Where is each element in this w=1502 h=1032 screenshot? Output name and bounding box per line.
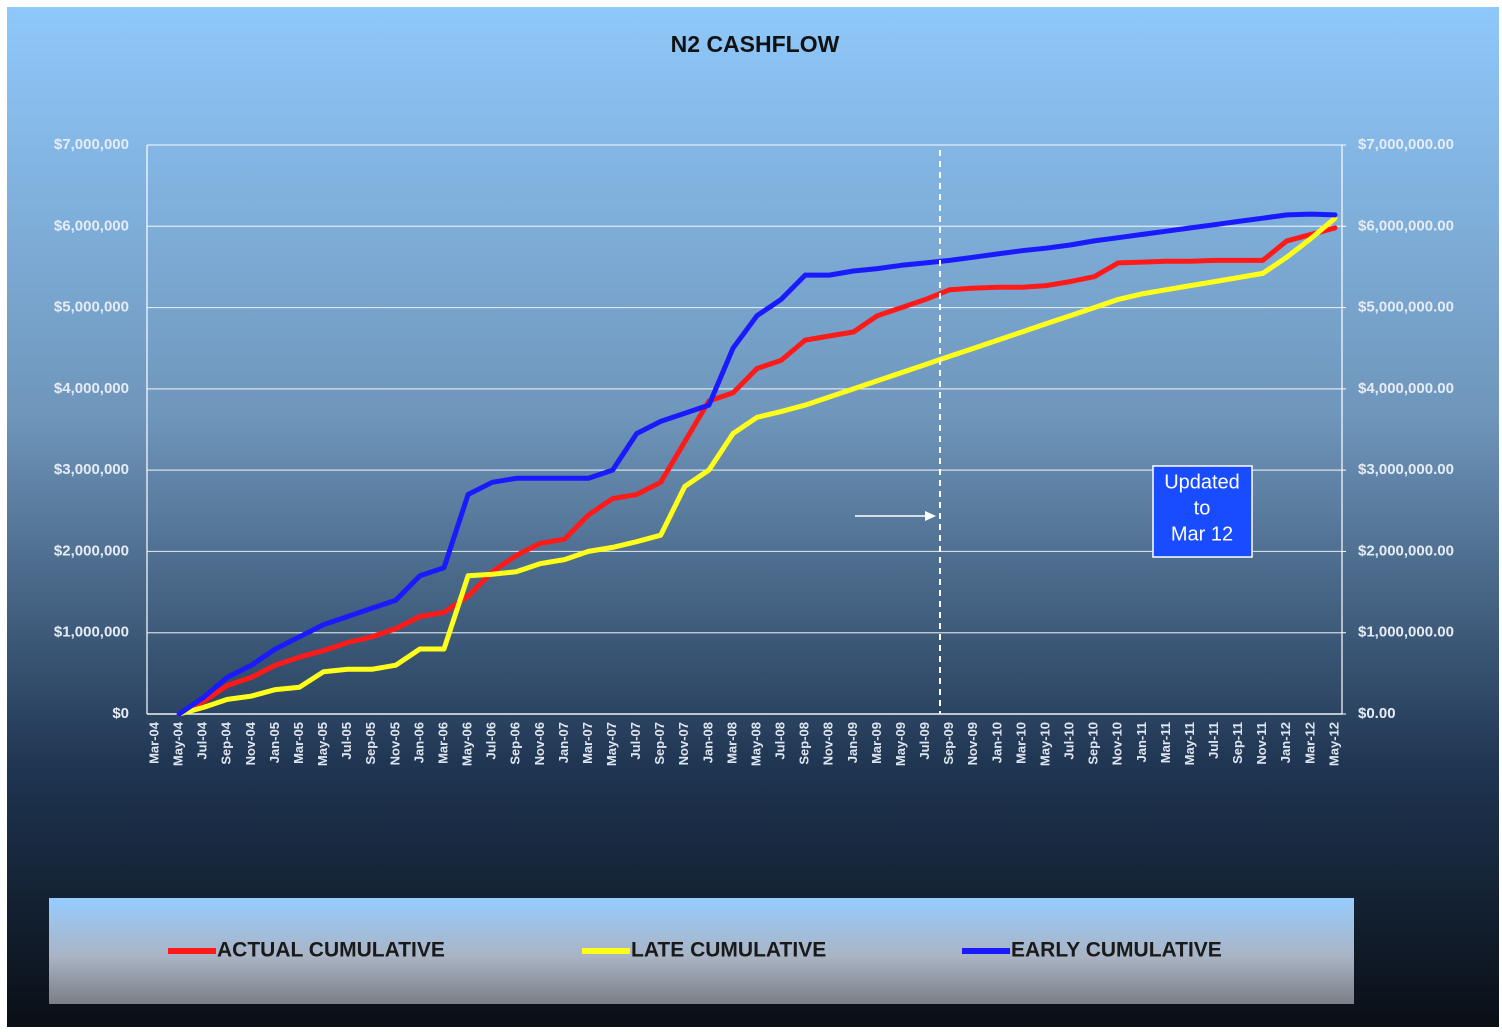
x-tick-label: Jan-06 bbox=[411, 722, 426, 763]
x-tick-label: Jan-05 bbox=[267, 722, 282, 763]
x-tick-label: May-08 bbox=[748, 722, 763, 766]
y-tick-label: $7,000,000 bbox=[54, 136, 129, 153]
x-tick-label: Nov-11 bbox=[1254, 722, 1269, 765]
x-tick-label: May-07 bbox=[604, 722, 619, 766]
x-tick-label: May-05 bbox=[315, 722, 330, 766]
legend-label: EARLY CUMULATIVE bbox=[1011, 939, 1222, 962]
x-tick-label: Jul-06 bbox=[484, 722, 499, 760]
background bbox=[7, 7, 1499, 1027]
x-tick-label: Mar-11 bbox=[1158, 722, 1173, 763]
x-tick-label: Nov-10 bbox=[1110, 722, 1125, 765]
annotation-box bbox=[1152, 465, 1253, 558]
series-line bbox=[176, 225, 1338, 717]
y2-tick-label: $4,000,000.00 bbox=[1358, 380, 1454, 397]
x-tick-label: Mar-05 bbox=[291, 722, 306, 764]
x-tick-label: Jan-10 bbox=[989, 722, 1004, 763]
annotation-text: Mar 12 bbox=[1171, 523, 1233, 545]
x-tick-label: May-12 bbox=[1326, 722, 1341, 766]
x-tick-label: Jan-09 bbox=[845, 722, 860, 763]
x-tick-label: Mar-12 bbox=[1302, 722, 1317, 764]
x-tick-label: Jul-09 bbox=[917, 722, 932, 760]
x-tick-label: Sep-08 bbox=[797, 722, 812, 765]
chart-title: N2 CASHFLOW bbox=[671, 31, 840, 57]
x-tick-label: Jan-07 bbox=[556, 722, 571, 763]
y2-tick-label: $2,000,000.00 bbox=[1358, 542, 1454, 559]
x-tick-label: Nov-05 bbox=[387, 722, 402, 765]
x-tick-label: Mar-09 bbox=[869, 722, 884, 764]
y2-tick-label: $0.00 bbox=[1358, 705, 1396, 722]
x-tick-label: Sep-10 bbox=[1086, 722, 1101, 765]
x-tick-label: Sep-05 bbox=[363, 722, 378, 765]
y2-tick-label: $5,000,000.00 bbox=[1358, 299, 1454, 316]
y-tick-label: $4,000,000 bbox=[54, 380, 129, 397]
x-tick-label: Jul-10 bbox=[1062, 722, 1077, 760]
y2-tick-label: $7,000,000.00 bbox=[1358, 136, 1454, 153]
legend bbox=[49, 898, 1354, 1004]
y-tick-label: $2,000,000 bbox=[54, 542, 129, 559]
x-tick-label: May-06 bbox=[460, 722, 475, 766]
legend-items: ACTUAL CUMULATIVE LATE CUMULATIVE EARLY CU… bbox=[168, 939, 1222, 962]
x-tick-label: Jul-08 bbox=[773, 722, 788, 760]
y-tick-label: $6,000,000 bbox=[54, 217, 129, 234]
annotation-text: to bbox=[1194, 497, 1211, 519]
y-tick-label: $0 bbox=[112, 705, 129, 722]
x-tick-label: Mar-07 bbox=[580, 722, 595, 764]
y2-tick-label: $3,000,000.00 bbox=[1358, 461, 1454, 478]
y2-tick-label: $6,000,000.00 bbox=[1358, 217, 1454, 234]
x-tick-label: Jul-05 bbox=[339, 722, 354, 760]
arrow-head bbox=[925, 511, 936, 521]
x-tick-label: Jan-12 bbox=[1278, 722, 1293, 763]
x-tick-label: Mar-04 bbox=[146, 721, 161, 764]
series-line bbox=[176, 211, 1338, 717]
x-tick-label: Jul-07 bbox=[628, 722, 643, 760]
x-tick-label: May-11 bbox=[1182, 722, 1197, 765]
y-tick-label: $3,000,000 bbox=[54, 461, 129, 478]
y2-tick-label: $1,000,000.00 bbox=[1358, 624, 1454, 641]
x-tick-label: Jul-04 bbox=[195, 721, 210, 759]
x-tick-label: Jul-11 bbox=[1206, 722, 1221, 759]
x-tick-label: May-04 bbox=[171, 721, 186, 766]
x-tick-label: Nov-08 bbox=[821, 722, 836, 765]
x-tick-label: Sep-06 bbox=[508, 722, 523, 765]
series-line bbox=[176, 215, 1338, 717]
legend-label: LATE CUMULATIVE bbox=[631, 939, 826, 962]
annotation-text: Updated bbox=[1164, 471, 1240, 493]
x-tick-label: Mar-10 bbox=[1013, 722, 1028, 764]
y-tick-label: $5,000,000 bbox=[54, 299, 129, 316]
x-tick-label: Sep-07 bbox=[652, 722, 667, 765]
y-tick-label: $1,000,000 bbox=[54, 624, 129, 641]
x-tick-label: May-10 bbox=[1037, 722, 1052, 766]
x-tick-label: Jan-11 bbox=[1134, 722, 1149, 762]
x-tick-label: Nov-07 bbox=[676, 722, 691, 765]
legend-label: ACTUAL CUMULATIVE bbox=[217, 939, 445, 962]
x-tick-label: Sep-09 bbox=[941, 722, 956, 765]
x-tick-label: Mar-08 bbox=[724, 722, 739, 764]
x-tick-label: Sep-11 bbox=[1230, 722, 1245, 764]
x-tick-label: Nov-06 bbox=[532, 722, 547, 765]
x-tick-label: Nov-04 bbox=[243, 721, 258, 765]
x-tick-label: Nov-09 bbox=[965, 722, 980, 765]
x-tick-label: May-09 bbox=[893, 722, 908, 766]
plot-area: $0 $1,000,000 $2,000,000 $3,000,000 $4,000,0… bbox=[54, 136, 1454, 766]
x-tick-label: Sep-04 bbox=[219, 721, 234, 764]
x-tick-label: Jan-08 bbox=[700, 722, 715, 763]
x-tick-label: Mar-06 bbox=[435, 722, 450, 764]
